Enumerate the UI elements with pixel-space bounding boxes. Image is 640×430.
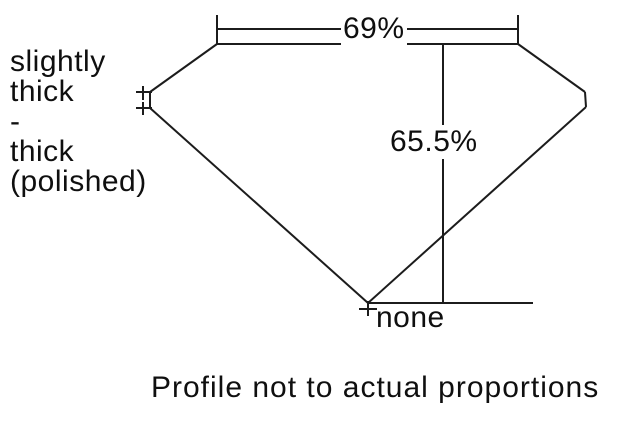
table-size-label: 69% [341,12,407,46]
culet-size-label: none [376,301,445,334]
total-depth-label: 65.5% [388,125,480,159]
footnote-text: Profile not to actual proportions [151,371,600,404]
pavilion-right-line [367,106,587,304]
crown-right-line [517,43,586,93]
girdle-thickness-label: slightly thick - thick (polished) [10,45,147,198]
crown-left-line [149,43,218,93]
girdle-right-line [584,91,587,108]
pavilion-left-line [149,107,369,304]
